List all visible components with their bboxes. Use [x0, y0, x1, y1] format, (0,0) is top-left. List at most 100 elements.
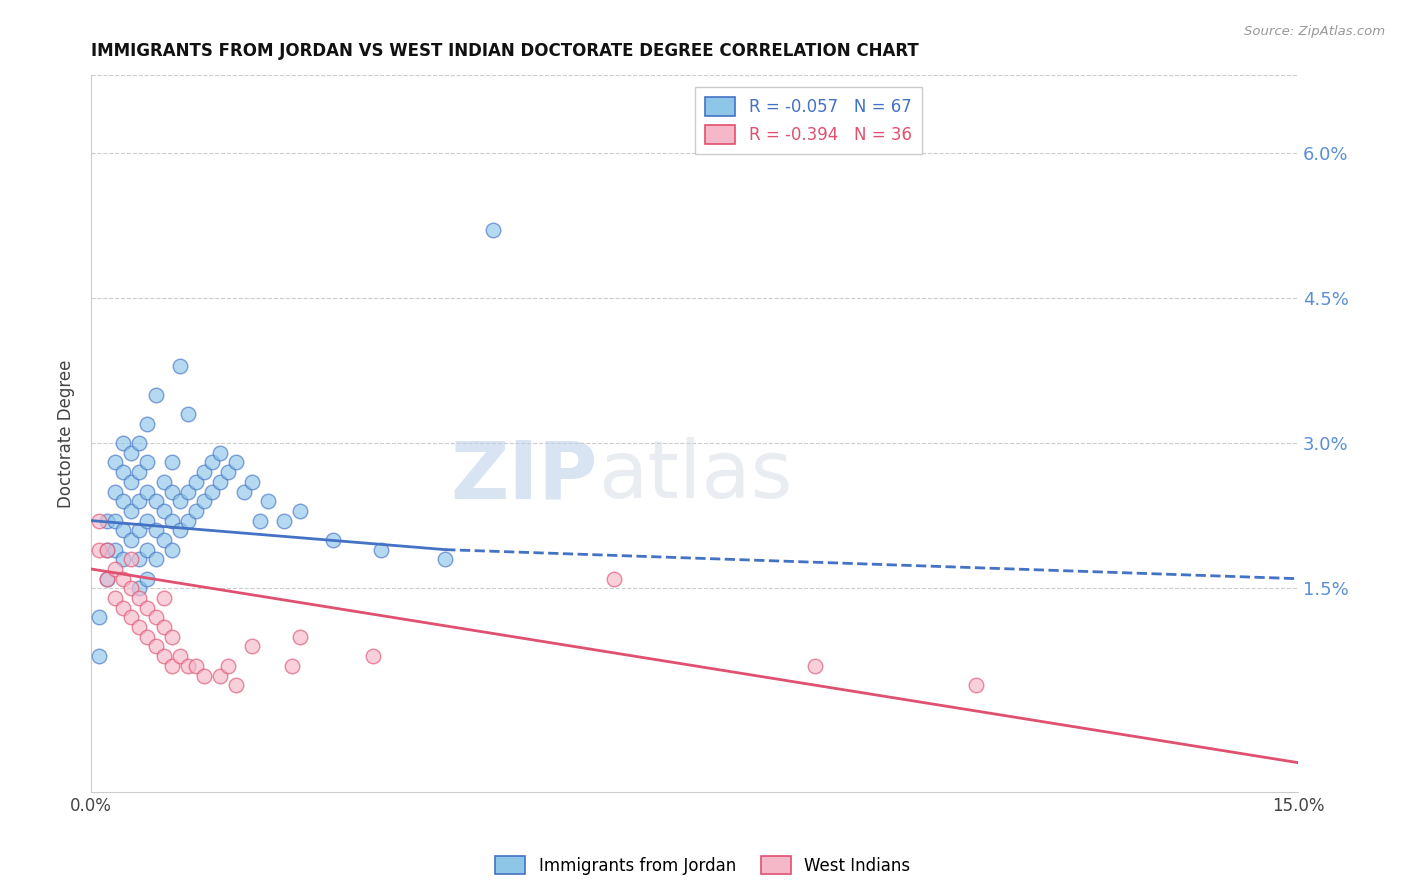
Point — [361, 649, 384, 664]
Point — [104, 484, 127, 499]
Point — [177, 514, 200, 528]
Point — [89, 649, 111, 664]
Point — [112, 572, 135, 586]
Point — [193, 494, 215, 508]
Point — [120, 552, 142, 566]
Point — [120, 610, 142, 624]
Point — [217, 465, 239, 479]
Point — [96, 542, 118, 557]
Point — [169, 523, 191, 537]
Point — [160, 658, 183, 673]
Point — [96, 572, 118, 586]
Point — [152, 475, 174, 489]
Point — [152, 591, 174, 605]
Point — [257, 494, 280, 508]
Point — [145, 494, 167, 508]
Point — [104, 514, 127, 528]
Text: atlas: atlas — [598, 437, 793, 516]
Point — [249, 514, 271, 528]
Legend: Immigrants from Jordan, West Indians: Immigrants from Jordan, West Indians — [489, 850, 917, 881]
Point — [177, 407, 200, 421]
Point — [804, 658, 827, 673]
Point — [104, 591, 127, 605]
Point — [96, 542, 118, 557]
Point — [112, 436, 135, 450]
Point — [225, 678, 247, 692]
Point — [128, 436, 150, 450]
Point — [193, 668, 215, 682]
Point — [370, 542, 392, 557]
Point — [112, 523, 135, 537]
Point — [128, 494, 150, 508]
Point — [152, 533, 174, 547]
Point — [145, 640, 167, 654]
Point — [322, 533, 344, 547]
Point — [89, 610, 111, 624]
Point — [169, 494, 191, 508]
Point — [160, 514, 183, 528]
Point — [128, 620, 150, 634]
Point — [104, 542, 127, 557]
Point — [233, 484, 256, 499]
Point — [217, 658, 239, 673]
Point — [112, 465, 135, 479]
Point — [482, 223, 505, 237]
Point — [136, 542, 159, 557]
Point — [281, 658, 304, 673]
Point — [120, 533, 142, 547]
Point — [128, 582, 150, 596]
Point — [112, 494, 135, 508]
Point — [145, 610, 167, 624]
Point — [145, 523, 167, 537]
Point — [208, 446, 231, 460]
Point — [290, 630, 312, 644]
Point — [112, 552, 135, 566]
Point — [96, 514, 118, 528]
Point — [89, 542, 111, 557]
Point — [160, 630, 183, 644]
Point — [201, 455, 224, 469]
Point — [152, 620, 174, 634]
Point — [160, 484, 183, 499]
Point — [120, 504, 142, 518]
Point — [89, 514, 111, 528]
Point — [136, 455, 159, 469]
Point — [169, 649, 191, 664]
Point — [120, 475, 142, 489]
Point — [112, 600, 135, 615]
Text: Source: ZipAtlas.com: Source: ZipAtlas.com — [1244, 25, 1385, 38]
Point — [136, 630, 159, 644]
Point — [136, 484, 159, 499]
Point — [128, 552, 150, 566]
Point — [145, 388, 167, 402]
Point — [434, 552, 457, 566]
Point — [128, 465, 150, 479]
Point — [273, 514, 295, 528]
Text: IMMIGRANTS FROM JORDAN VS WEST INDIAN DOCTORATE DEGREE CORRELATION CHART: IMMIGRANTS FROM JORDAN VS WEST INDIAN DO… — [91, 42, 920, 60]
Point — [104, 455, 127, 469]
Point — [240, 475, 263, 489]
Point — [136, 572, 159, 586]
Point — [136, 514, 159, 528]
Point — [169, 359, 191, 373]
Point — [177, 484, 200, 499]
Point — [104, 562, 127, 576]
Point — [136, 600, 159, 615]
Point — [120, 446, 142, 460]
Point — [160, 455, 183, 469]
Point — [136, 417, 159, 431]
Point — [160, 542, 183, 557]
Point — [120, 582, 142, 596]
Point — [193, 465, 215, 479]
Point — [208, 668, 231, 682]
Text: ZIP: ZIP — [451, 437, 598, 516]
Point — [184, 504, 207, 518]
Point — [145, 552, 167, 566]
Point — [240, 640, 263, 654]
Y-axis label: Doctorate Degree: Doctorate Degree — [58, 359, 75, 508]
Point — [152, 504, 174, 518]
Point — [152, 649, 174, 664]
Point — [201, 484, 224, 499]
Point — [603, 572, 626, 586]
Point — [208, 475, 231, 489]
